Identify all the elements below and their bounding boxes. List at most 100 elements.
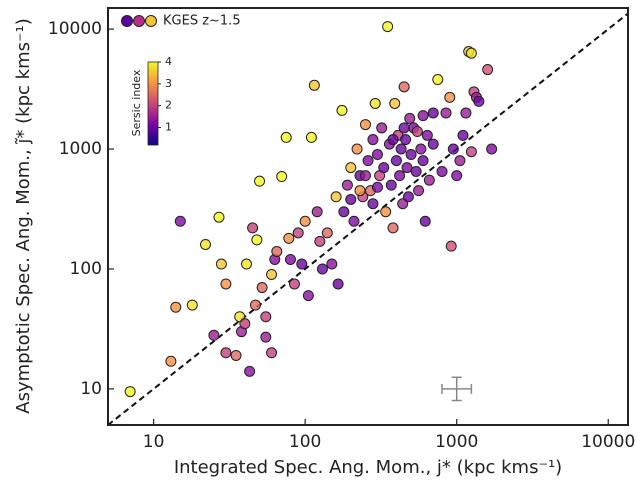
legend-marker bbox=[145, 15, 157, 27]
scatter-point bbox=[345, 162, 357, 174]
y-tick-label: 1000 bbox=[59, 139, 102, 159]
scatter-point bbox=[311, 206, 323, 218]
scatter-point bbox=[447, 143, 459, 155]
scatter-point bbox=[314, 235, 326, 247]
x-tick-label: 10000 bbox=[581, 432, 635, 452]
scatter-point bbox=[271, 245, 283, 257]
scatter-point bbox=[215, 258, 227, 270]
colorbar-tick-label: 4 bbox=[165, 55, 172, 68]
y-tick-label: 10 bbox=[80, 379, 102, 399]
scatter-point bbox=[486, 143, 498, 155]
scatter-point bbox=[454, 155, 466, 167]
scatter-point bbox=[400, 134, 412, 146]
scatter-point bbox=[326, 258, 338, 270]
y-tick-label: 100 bbox=[70, 259, 102, 279]
scatter-point bbox=[213, 211, 225, 223]
scatter-point bbox=[362, 155, 374, 167]
scatter-point bbox=[244, 365, 256, 377]
scatter-point bbox=[380, 206, 392, 218]
scatter-point bbox=[260, 331, 272, 343]
scatter-point bbox=[266, 347, 278, 359]
scatter-point bbox=[345, 193, 357, 205]
x-tick-label: 10 bbox=[143, 432, 165, 452]
scatter-point bbox=[371, 181, 383, 193]
scatter-point bbox=[395, 143, 407, 155]
scatter-point bbox=[240, 258, 252, 270]
one-to-one-line bbox=[107, 12, 629, 426]
scatter-point bbox=[421, 129, 433, 141]
scatter-point bbox=[288, 278, 300, 290]
scatter-point bbox=[208, 329, 220, 341]
scatter-point bbox=[276, 171, 288, 183]
scatter-point bbox=[308, 79, 320, 91]
scatter-point bbox=[411, 126, 423, 138]
scatter-point bbox=[417, 155, 429, 167]
scatter-point bbox=[404, 112, 416, 124]
scatter-point bbox=[369, 97, 381, 109]
colorbar bbox=[147, 61, 159, 146]
scatter-point bbox=[410, 165, 422, 177]
scatter-point bbox=[413, 185, 425, 197]
scatter-point bbox=[249, 299, 261, 311]
scatter-point bbox=[367, 134, 379, 146]
x-tick-label: 1000 bbox=[435, 432, 478, 452]
scatter-point bbox=[460, 107, 472, 119]
scatter-point bbox=[376, 122, 388, 134]
scatter-point bbox=[482, 64, 494, 76]
scatter-point bbox=[390, 155, 402, 167]
scatter-point bbox=[321, 227, 333, 239]
scatter-point bbox=[382, 21, 394, 33]
scatter-point bbox=[266, 268, 278, 280]
legend-label: KGES z~1.5 bbox=[163, 14, 241, 29]
scatter-point bbox=[415, 143, 427, 155]
scatter-point bbox=[417, 110, 429, 122]
scatter-point bbox=[251, 234, 263, 246]
scatter-point bbox=[465, 47, 477, 59]
scatter-point bbox=[220, 347, 232, 359]
y-axis-label: Asymptotic Spec. Ang. Mom., j̃* (kpc kms… bbox=[13, 18, 34, 413]
scatter-point bbox=[473, 95, 485, 107]
scatter-point bbox=[174, 215, 186, 227]
scatter-point bbox=[351, 143, 363, 155]
colorbar-tick-label: 2 bbox=[165, 99, 172, 112]
scatter-point bbox=[367, 198, 379, 210]
scatter-point bbox=[230, 349, 242, 361]
scatter-point bbox=[330, 191, 342, 203]
scatter-point bbox=[427, 138, 439, 150]
scatter-point bbox=[432, 74, 444, 86]
scatter-point bbox=[419, 215, 431, 227]
scatter-point bbox=[427, 107, 439, 119]
scatter-point bbox=[299, 215, 311, 227]
scatter-point bbox=[283, 232, 295, 244]
scatter-point bbox=[444, 91, 456, 103]
scatter-point bbox=[440, 107, 452, 119]
scatter-point bbox=[371, 149, 383, 161]
scatter-point bbox=[385, 179, 397, 191]
scatter-point bbox=[387, 134, 399, 146]
scatter-point bbox=[254, 175, 266, 187]
scatter-point bbox=[256, 282, 268, 294]
scatter-point bbox=[296, 258, 308, 270]
scatter-point bbox=[398, 122, 410, 134]
scatter-point bbox=[170, 301, 182, 313]
scatter-point bbox=[378, 162, 390, 174]
scatter-point bbox=[398, 81, 410, 93]
scatter-point bbox=[354, 185, 366, 197]
scatter-point bbox=[389, 97, 401, 109]
legend-marker bbox=[133, 15, 145, 27]
scatter-point bbox=[359, 119, 371, 131]
colorbar-label: Sersic index bbox=[130, 69, 143, 136]
scatter-point bbox=[401, 162, 413, 174]
scatter-point bbox=[260, 311, 272, 323]
legend-marker bbox=[121, 15, 133, 27]
scatter-point bbox=[445, 240, 457, 252]
y-tick-label: 10000 bbox=[48, 19, 102, 39]
scatter-point bbox=[165, 355, 177, 367]
scatter-point bbox=[332, 278, 344, 290]
scatter-point bbox=[397, 198, 409, 210]
scatter-point bbox=[302, 290, 314, 302]
scatter-point bbox=[284, 253, 296, 265]
x-axis-label: Integrated Spec. Ang. Mom., j* (kpc kms⁻… bbox=[174, 457, 562, 478]
scatter-point bbox=[220, 278, 232, 290]
